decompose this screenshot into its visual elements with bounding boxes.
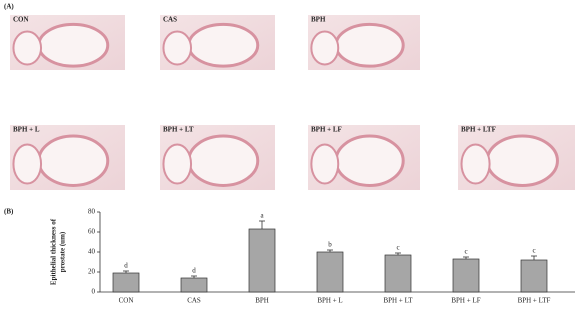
image-grid: CON CAS BPH BPH + L BPH + LT BPH + LF BPH + LT…: [10, 15, 575, 190]
x-tick-label: BPH + LTF: [518, 297, 551, 305]
gland-lumen: [162, 30, 193, 66]
significance-letter: c: [532, 247, 535, 255]
y-tick-label: 20: [88, 268, 96, 276]
gland-lumen: [187, 22, 260, 68]
significance-letter: d: [124, 262, 128, 270]
image-label: BPH: [311, 16, 326, 24]
x-tick-label: BPH: [255, 297, 269, 305]
image-label: BPH + L: [13, 126, 40, 134]
y-tick-label: 0: [92, 288, 96, 296]
x-tick-label: CON: [119, 297, 134, 305]
gland-lumen: [334, 134, 405, 187]
gland-lumen: [162, 143, 193, 185]
gland-lumen: [310, 143, 340, 185]
gland-lumen: [37, 22, 110, 68]
y-axis-label: prostate (um): [59, 231, 67, 272]
significance-letter: d: [192, 267, 196, 275]
gland-lumen: [310, 30, 340, 66]
image-label: BPH + LTF: [461, 126, 496, 134]
gland-lumen: [460, 143, 491, 185]
image-label: CAS: [163, 16, 177, 24]
image-label: BPH + LF: [311, 126, 342, 134]
significance-letter: c: [464, 248, 467, 256]
bar: [112, 272, 140, 293]
gland-lumen: [485, 134, 559, 187]
gland-lumen: [334, 22, 405, 68]
significance-letter: b: [328, 241, 332, 249]
gland-lumen: [37, 134, 110, 187]
x-tick-label: BPH + LF: [451, 297, 480, 305]
y-tick-label: 80: [88, 208, 96, 216]
gland-lumen: [12, 143, 43, 185]
bar: [520, 259, 548, 293]
panel-b-label: (B): [4, 208, 14, 216]
panel-a-label: (A): [4, 3, 14, 11]
gland-lumen: [187, 134, 260, 187]
x-tick-label: BPH + LT: [384, 297, 414, 305]
y-tick-label: 60: [88, 228, 96, 236]
bar: [384, 254, 412, 293]
bar: [452, 258, 480, 293]
bar: [316, 251, 344, 293]
y-axis-label: Epithelial thickness of: [50, 218, 58, 285]
x-tick-label: CAS: [187, 297, 201, 305]
bar: [248, 228, 276, 293]
image-label: CON: [13, 16, 29, 24]
significance-letter: c: [396, 244, 399, 252]
bar: [180, 277, 208, 293]
significance-letter: a: [260, 212, 264, 220]
y-tick-label: 40: [88, 248, 96, 256]
x-tick-label: BPH + L: [317, 297, 342, 305]
gland-lumen: [12, 30, 43, 66]
image-label: BPH + LT: [163, 126, 194, 134]
